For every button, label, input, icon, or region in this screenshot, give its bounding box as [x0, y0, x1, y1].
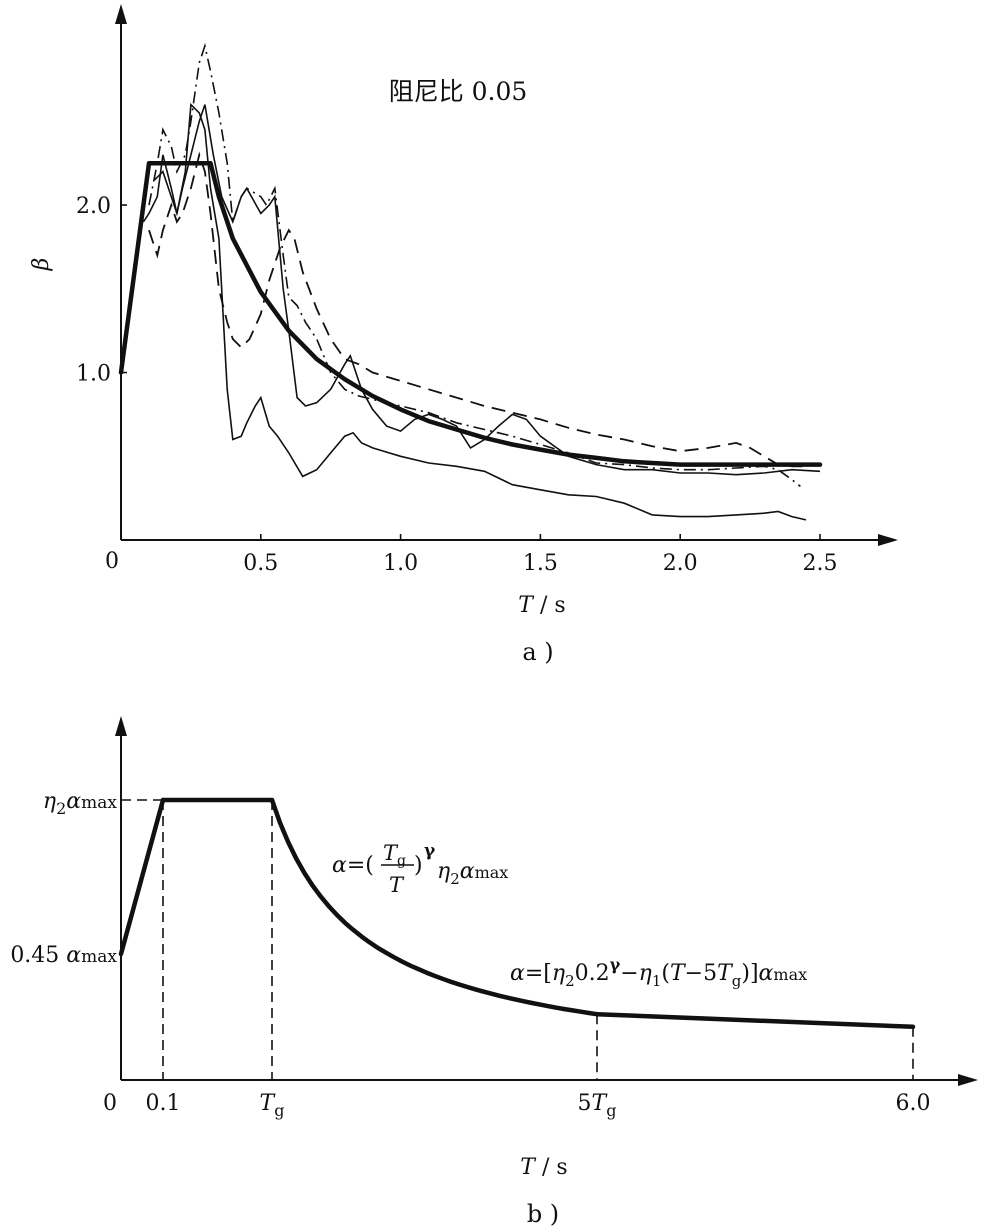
- panel-b-segment-curve: [269, 797, 600, 1017]
- panel-b-xtick-label-0: 0.1: [146, 1091, 181, 1116]
- panel-b-ylabel-0: η2αmax: [43, 789, 117, 818]
- svg-text:): ): [414, 853, 423, 878]
- panel-a-annotation: 阻尼比 0.05: [389, 77, 528, 106]
- panel-a-xlabel: T / s: [518, 593, 565, 618]
- panel-b-segment-rising: [118, 797, 166, 957]
- panel-a-ticks: 0.5 1.0 1.5 2.0 2.5 1.0 2.0: [76, 194, 838, 576]
- panel-a-x-axis-arrow: [878, 534, 898, 546]
- panel-a-series-1-solid: [142, 102, 807, 521]
- panel-a-caption: a ): [522, 638, 553, 666]
- svg-text:Tg: Tg: [383, 841, 406, 869]
- panel-a-series-4-dashed: [148, 151, 806, 468]
- panel-a-chart: 0.5 1.0 1.5 2.0 2.5 1.0 2.0 0 β 阻尼比 0.05 T / s…: [29, 4, 898, 666]
- panel-a-xtick-label-3: 2.0: [663, 551, 698, 576]
- panel-a-series-2-solid: [154, 104, 821, 476]
- svg-text:α=(: α=(: [332, 853, 374, 878]
- panel-b-segment-linear-tail: [594, 1011, 916, 1030]
- panel-b-curve-group: [118, 797, 916, 1030]
- svg-text:γ: γ: [424, 841, 436, 861]
- panel-a-xtick-label-1: 1.0: [383, 551, 418, 576]
- panel-a-ytick-label-1: 2.0: [76, 194, 111, 219]
- panel-a-origin-label: 0: [105, 549, 119, 574]
- panel-b-xtick-label-1: Tg: [260, 1091, 285, 1120]
- panel-b-ticks: 0.1 Tg 5Tg 6.0: [146, 1091, 931, 1120]
- panel-b-xlabel: T / s: [520, 1155, 567, 1180]
- panel-a-series-3-dashdot: [148, 42, 801, 488]
- panel-a-series-group: [118, 42, 823, 521]
- panel-b-y-axis-arrow: [115, 716, 127, 736]
- panel-b-xtick-label-3: 6.0: [896, 1091, 931, 1116]
- svg-text:η2αmax: η2αmax: [437, 859, 508, 888]
- panel-a-y-axis-arrow: [115, 4, 127, 24]
- panel-a-ylabel: β: [29, 258, 54, 272]
- panel-a-series-0-thick: [118, 160, 823, 467]
- panel-b-chart: 0.1 Tg 5Tg 6.0 η2αmax 0.45 αmax 0 α=( Tg T )…: [10, 716, 978, 1228]
- panel-b-xtick-label-2: 5Tg: [578, 1091, 617, 1120]
- panel-b-caption: b ): [527, 1200, 559, 1228]
- panel-a-xtick-label-0: 0.5: [243, 551, 278, 576]
- panel-a-ytick-label-0: 1.0: [76, 362, 111, 387]
- svg-text:α=[η20.2γ−η1(T−5Tg)]αmax: α=[η20.2γ−η1(T−5Tg)]αmax: [510, 955, 807, 990]
- panel-b-ylabels: η2αmax 0.45 αmax: [10, 789, 117, 968]
- panel-b-guides: [121, 799, 914, 1080]
- formula-tail: α=[η20.2γ−η1(T−5Tg)]αmax: [510, 955, 807, 990]
- svg-text:T: T: [389, 873, 405, 897]
- panel-a-xtick-label-2: 1.5: [523, 551, 558, 576]
- panel-b-x-axis-arrow: [958, 1074, 978, 1086]
- panel-a-xtick-label-4: 2.5: [803, 551, 838, 576]
- panel-b-ylabel-1: 0.45 αmax: [10, 943, 117, 968]
- panel-b-origin-label: 0: [103, 1091, 117, 1116]
- formula-curve: α=( Tg T ) γ η2αmax: [332, 841, 508, 897]
